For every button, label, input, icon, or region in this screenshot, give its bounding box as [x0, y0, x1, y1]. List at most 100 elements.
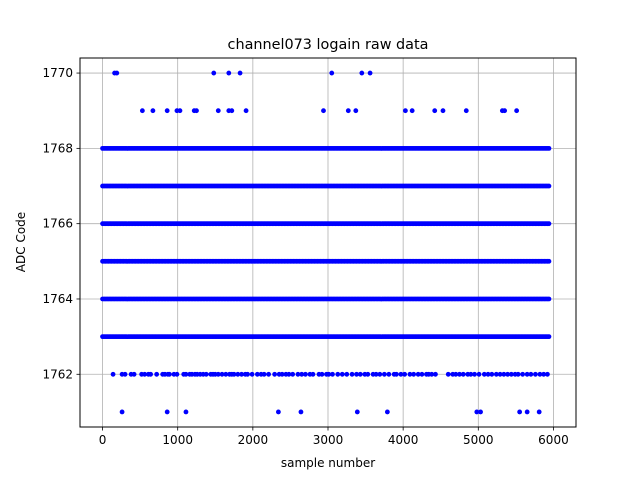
- data-point: [174, 371, 180, 377]
- data-point: [501, 371, 507, 377]
- data-point: [354, 409, 360, 415]
- data-point: [546, 334, 552, 340]
- data-point: [367, 70, 373, 76]
- data-point: [211, 70, 217, 76]
- data-point: [415, 371, 421, 377]
- data-point: [114, 70, 120, 76]
- y-tick-label: 1766: [42, 217, 73, 231]
- data-point: [286, 371, 292, 377]
- y-tick-label: 1762: [42, 367, 73, 381]
- data-point: [357, 371, 363, 377]
- data-point: [520, 371, 526, 377]
- data-point: [353, 108, 359, 114]
- data-point: [183, 371, 189, 377]
- data-point: [546, 296, 552, 302]
- data-point: [164, 409, 170, 415]
- y-tick-label: 1770: [42, 66, 73, 80]
- data-point: [457, 371, 462, 377]
- data-point: [359, 70, 365, 76]
- x-axis: 0 1000 2000 3000 4000 5000 6000: [99, 427, 569, 447]
- data-point: [229, 108, 235, 114]
- data-point: [272, 371, 278, 377]
- data-point: [546, 183, 552, 189]
- data-point: [335, 371, 341, 377]
- data-point: [468, 371, 474, 377]
- data-point: [349, 371, 355, 377]
- data-point: [445, 371, 451, 377]
- chart-title: channel073 logain raw data: [228, 37, 429, 53]
- data-point: [326, 371, 332, 377]
- data-point: [167, 371, 172, 377]
- data-point: [329, 70, 335, 76]
- data-point: [528, 371, 534, 377]
- data-point: [411, 371, 417, 377]
- data-point: [546, 221, 552, 227]
- data-points: [100, 70, 552, 415]
- data-point: [226, 70, 232, 76]
- data-point: [541, 371, 547, 377]
- data-point: [377, 371, 383, 377]
- data-point: [131, 371, 137, 377]
- data-point: [546, 258, 552, 264]
- data-point: [409, 108, 415, 114]
- data-point: [432, 108, 438, 114]
- data-point: [310, 371, 316, 377]
- x-tick-label: 3000: [313, 433, 344, 447]
- data-point: [403, 108, 408, 114]
- data-point: [122, 371, 128, 377]
- data-point: [514, 108, 520, 114]
- data-point: [243, 108, 249, 114]
- data-point: [231, 371, 237, 377]
- data-point: [245, 371, 250, 377]
- data-point: [536, 409, 542, 415]
- data-point: [453, 371, 459, 377]
- data-point: [164, 108, 170, 114]
- data-point: [290, 371, 296, 377]
- data-point: [177, 108, 183, 114]
- data-point: [489, 371, 495, 377]
- data-point: [119, 409, 125, 415]
- data-point: [433, 371, 438, 377]
- data-point: [183, 409, 189, 415]
- data-point: [261, 371, 267, 377]
- data-point: [474, 409, 480, 415]
- data-point: [537, 371, 543, 377]
- data-point: [472, 371, 477, 377]
- data-point: [110, 371, 116, 377]
- data-point: [533, 371, 538, 377]
- x-tick-label: 4000: [388, 433, 419, 447]
- data-point: [299, 371, 305, 377]
- data-point: [276, 409, 281, 415]
- data-point: [279, 371, 285, 377]
- data-point: [502, 108, 508, 114]
- data-point: [321, 108, 326, 114]
- data-point: [407, 371, 413, 377]
- y-tick-label: 1764: [42, 292, 73, 306]
- data-point: [344, 371, 350, 377]
- x-axis-label: sample number: [281, 456, 375, 470]
- data-point: [194, 108, 199, 114]
- data-point: [319, 371, 325, 377]
- y-axis-label: ADC Code: [14, 212, 28, 272]
- data-point: [429, 371, 435, 377]
- data-point: [481, 371, 487, 377]
- data-point: [150, 108, 156, 114]
- data-point: [505, 371, 511, 377]
- data-point: [515, 371, 521, 377]
- data-point: [154, 371, 160, 377]
- y-axis: 1762 1764 1766 1768 1770: [42, 66, 80, 381]
- data-point: [398, 371, 404, 377]
- data-point: [298, 409, 304, 415]
- x-tick-label: 2000: [238, 433, 269, 447]
- data-point: [393, 371, 399, 377]
- data-point: [493, 371, 499, 377]
- data-point: [219, 371, 225, 377]
- data-point: [303, 371, 308, 377]
- data-point: [203, 371, 209, 377]
- data-point: [373, 371, 379, 377]
- data-point: [508, 371, 514, 377]
- data-point: [419, 371, 425, 377]
- data-point: [381, 371, 387, 377]
- data-point: [546, 145, 552, 151]
- data-point: [215, 108, 221, 114]
